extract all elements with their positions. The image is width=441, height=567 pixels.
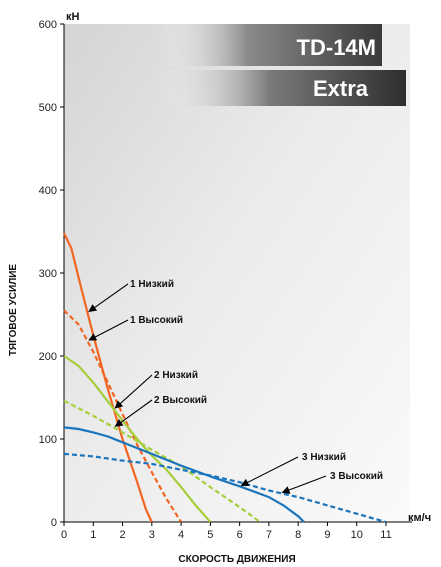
series-layer (63, 232, 387, 524)
x-tick-label: 7 (266, 529, 272, 541)
x-tick-label: 8 (295, 529, 301, 541)
x-tick-label: 11 (380, 529, 391, 541)
y-ticks: 0 100 200 300 400 500 600 (39, 19, 64, 529)
callout-label: 3 Низкий (302, 452, 346, 463)
x-ticks: 0 1 2 3 4 5 6 7 8 9 10 11 (61, 522, 392, 541)
series-line-1 (63, 232, 153, 523)
brand-badge: TD-14M Extra (158, 24, 406, 106)
x-axis-title: СКОРОСТЬ ДВИЖЕНИЯ (178, 554, 295, 565)
callout-arrow (114, 374, 153, 409)
y-axis-title: ТЯГОВОЕ УСИЛИЕ (8, 264, 19, 357)
x-tick-label: 4 (178, 529, 184, 541)
y-tick-label: 0 (51, 517, 57, 529)
callout-label: 2 Низкий (154, 370, 198, 381)
y-tick-label: 300 (39, 268, 57, 280)
callout-label: 1 Высокий (130, 315, 183, 326)
y-tick-label: 500 (39, 102, 57, 114)
brand-model-text: TD-14M (297, 35, 376, 60)
callout-arrow (281, 475, 327, 494)
x-tick-label: 0 (61, 529, 67, 541)
x-tick-label: 9 (324, 529, 330, 541)
brand-badge-bar-2 (158, 70, 406, 106)
x-tick-label: 10 (351, 529, 363, 541)
annotation-layer: 1 Низкий 1 Высокий 2 Низкий 2 Высокий 3 Низк… (88, 279, 383, 494)
series-line-2 (63, 309, 183, 523)
callout-arrow (88, 319, 129, 341)
x-tick-label: 6 (237, 529, 243, 541)
y-tick-label: 600 (39, 19, 57, 31)
x-tick-label: 5 (207, 529, 213, 541)
callout-arrow (240, 456, 299, 486)
x-tick-label: 3 (149, 529, 155, 541)
y-tick-label: 200 (39, 351, 57, 363)
callout-arrow (88, 283, 129, 312)
brand-badge-bar-1 (158, 24, 382, 66)
brand-edition-text: Extra (313, 76, 369, 101)
series-line-6 (63, 452, 387, 524)
callout-label: 2 Высокий (154, 395, 207, 406)
callout-label: 1 Низкий (130, 279, 174, 290)
series-line-3 (63, 355, 212, 523)
x-tick-label: 1 (90, 529, 96, 541)
x-tick-label: 2 (119, 529, 125, 541)
series-line-5 (63, 426, 305, 523)
x-unit-label: км/ч (408, 512, 431, 524)
callout-arrow (114, 399, 153, 427)
y-tick-label: 100 (39, 434, 57, 446)
callout-label: 3 Высокий (330, 471, 383, 482)
y-tick-label: 400 (39, 185, 57, 197)
y-unit-label: кН (66, 11, 80, 23)
